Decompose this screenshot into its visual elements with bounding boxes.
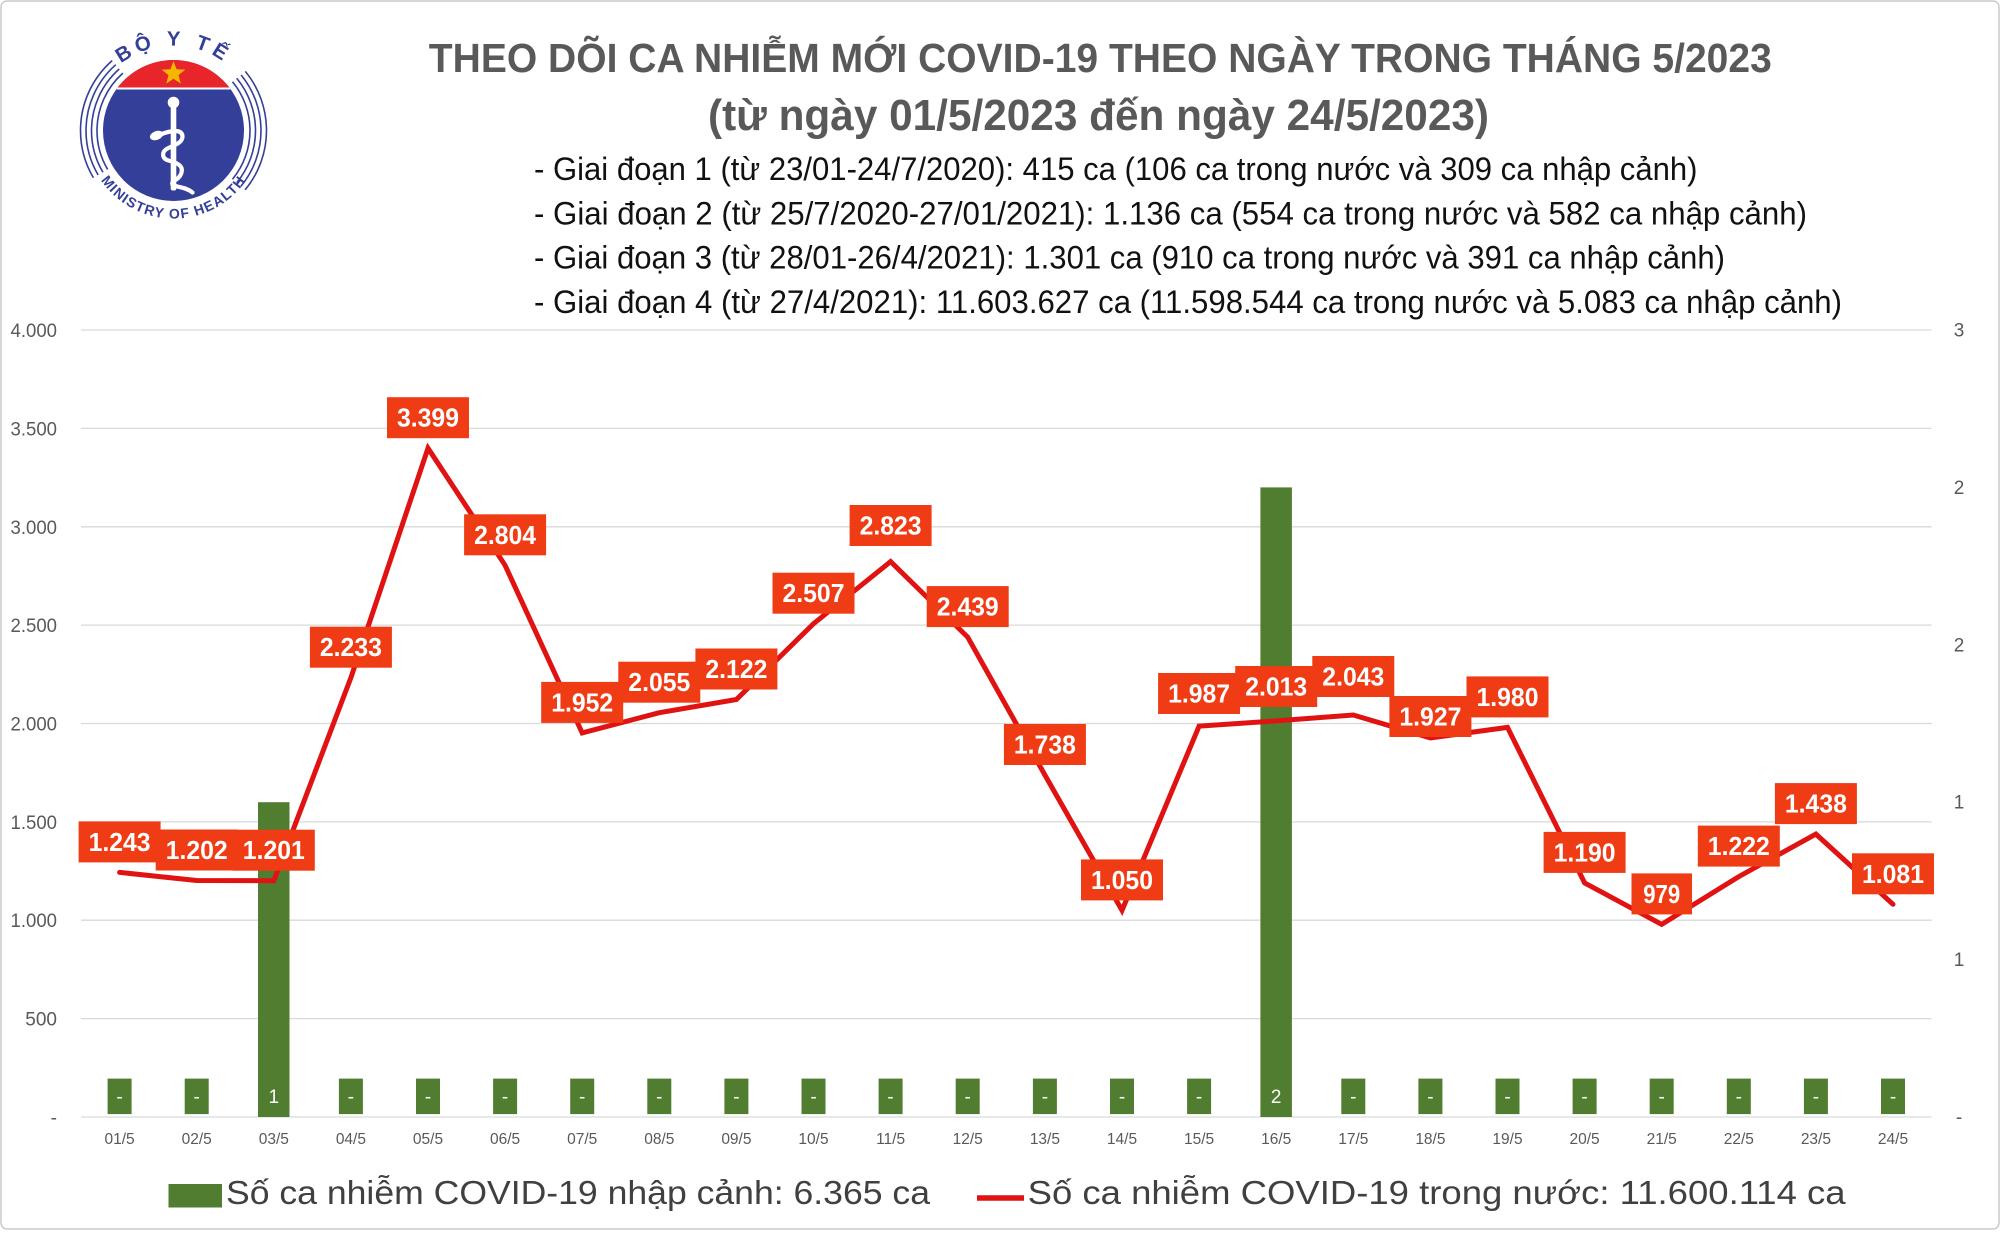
svg-text:3.000: 3.000 <box>11 518 58 539</box>
svg-text:2.055: 2.055 <box>628 667 690 697</box>
svg-text:3.500: 3.500 <box>11 419 58 440</box>
svg-text:05/5: 05/5 <box>413 1131 443 1148</box>
svg-text:11/5: 11/5 <box>876 1131 905 1148</box>
svg-text:-: - <box>1890 1087 1896 1108</box>
svg-text:500: 500 <box>25 1010 57 1031</box>
svg-text:4.000: 4.000 <box>11 321 58 342</box>
svg-text:24/5: 24/5 <box>1878 1131 1908 1148</box>
svg-text:1.738: 1.738 <box>1014 730 1076 760</box>
svg-text:-: - <box>1119 1087 1125 1108</box>
svg-text:1.243: 1.243 <box>89 827 151 857</box>
svg-text:-: - <box>1350 1087 1356 1108</box>
svg-text:-: - <box>733 1087 739 1108</box>
svg-text:2.013: 2.013 <box>1245 672 1307 702</box>
svg-text:-: - <box>1813 1087 1819 1108</box>
svg-text:-: - <box>1736 1087 1742 1108</box>
svg-text:2.500: 2.500 <box>11 616 58 637</box>
svg-text:-: - <box>1956 1108 1962 1129</box>
svg-text:-: - <box>810 1087 816 1108</box>
svg-text:10/5: 10/5 <box>798 1131 828 1148</box>
svg-text:1.000: 1.000 <box>11 911 58 932</box>
svg-text:1.927: 1.927 <box>1399 702 1461 732</box>
svg-text:-: - <box>887 1087 893 1108</box>
svg-text:2.823: 2.823 <box>860 511 922 541</box>
svg-text:-: - <box>1042 1087 1048 1108</box>
svg-text:1.987: 1.987 <box>1168 679 1230 709</box>
svg-text:3: 3 <box>1954 321 1965 342</box>
svg-text:-: - <box>194 1087 200 1108</box>
svg-text:22/5: 22/5 <box>1724 1131 1754 1148</box>
svg-text:Số ca nhiễm COVID-19 trong nướ: Số ca nhiễm COVID-19 trong nước: 11.600.… <box>1028 1174 1847 1211</box>
svg-text:20/5: 20/5 <box>1570 1131 1600 1148</box>
svg-text:08/5: 08/5 <box>644 1131 674 1148</box>
svg-text:1.190: 1.190 <box>1554 837 1616 867</box>
svg-text:19/5: 19/5 <box>1492 1131 1522 1148</box>
svg-text:-: - <box>348 1087 354 1108</box>
svg-text:1.201: 1.201 <box>243 835 305 865</box>
svg-text:- Giai đoạn 3 (từ 28/01-26/4/2: - Giai đoạn 3 (từ 28/01-26/4/2021): 1.30… <box>534 240 1725 276</box>
svg-text:16/5: 16/5 <box>1261 1131 1291 1148</box>
svg-text:1: 1 <box>1954 950 1965 971</box>
svg-text:-: - <box>116 1087 122 1108</box>
svg-text:12/5: 12/5 <box>953 1131 983 1148</box>
svg-text:1.050: 1.050 <box>1091 865 1153 895</box>
svg-text:2.439: 2.439 <box>937 592 999 622</box>
svg-text:15/5: 15/5 <box>1184 1131 1214 1148</box>
svg-text:3.399: 3.399 <box>397 403 459 433</box>
svg-text:1: 1 <box>269 1087 280 1108</box>
svg-text:1: 1 <box>1954 793 1965 814</box>
svg-text:-: - <box>1427 1087 1433 1108</box>
svg-text:14/5: 14/5 <box>1107 1131 1137 1148</box>
svg-text:2.122: 2.122 <box>705 654 767 684</box>
svg-text:1.980: 1.980 <box>1477 682 1539 712</box>
svg-text:2.233: 2.233 <box>320 632 382 662</box>
svg-text:02/5: 02/5 <box>182 1131 212 1148</box>
svg-text:1.222: 1.222 <box>1708 831 1770 861</box>
svg-text:2.043: 2.043 <box>1322 662 1384 692</box>
svg-text:1.438: 1.438 <box>1785 789 1847 819</box>
svg-text:979: 979 <box>1643 879 1680 909</box>
svg-text:-: - <box>1196 1087 1202 1108</box>
svg-text:23/5: 23/5 <box>1801 1131 1831 1148</box>
svg-text:1.202: 1.202 <box>166 835 228 865</box>
svg-text:2.000: 2.000 <box>11 715 58 736</box>
svg-text:2: 2 <box>1954 635 1965 656</box>
svg-text:06/5: 06/5 <box>490 1131 520 1148</box>
svg-text:-: - <box>1581 1087 1587 1108</box>
svg-text:-: - <box>656 1087 662 1108</box>
svg-text:09/5: 09/5 <box>721 1131 751 1148</box>
svg-text:- Giai đoạn 4 (từ 27/4/2021):: - Giai đoạn 4 (từ 27/4/2021): 11.603.627… <box>534 284 1842 320</box>
svg-text:04/5: 04/5 <box>336 1131 366 1148</box>
svg-text:-: - <box>425 1087 431 1108</box>
svg-text:-: - <box>965 1087 971 1108</box>
svg-text:2: 2 <box>1271 1087 1282 1108</box>
svg-text:2: 2 <box>1954 478 1965 499</box>
svg-text:1.500: 1.500 <box>11 813 58 834</box>
svg-text:1.081: 1.081 <box>1862 859 1924 889</box>
svg-text:- Giai đoạn 1 (từ 23/01-24/7/2: - Giai đoạn 1 (từ 23/01-24/7/2020): 415 … <box>534 151 1698 187</box>
svg-text:2.804: 2.804 <box>474 520 537 550</box>
svg-text:-: - <box>51 1108 57 1129</box>
svg-text:-: - <box>502 1087 508 1108</box>
svg-text:Số ca nhiễm COVID-19 nhập cảnh: Số ca nhiễm COVID-19 nhập cảnh: 6.365 ca <box>226 1174 931 1211</box>
svg-text:-: - <box>1504 1087 1510 1108</box>
svg-text:17/5: 17/5 <box>1338 1131 1368 1148</box>
svg-text:(từ ngày 01/5/2023 đến ngày 24: (từ ngày 01/5/2023 đến ngày 24/5/2023) <box>708 91 1489 140</box>
svg-text:- Giai đoạn 2 (từ 25/7/2020-27: - Giai đoạn 2 (từ 25/7/2020-27/01/2021):… <box>534 195 1807 231</box>
svg-text:-: - <box>579 1087 585 1108</box>
svg-text:03/5: 03/5 <box>259 1131 289 1148</box>
svg-text:2.507: 2.507 <box>783 578 845 608</box>
svg-text:21/5: 21/5 <box>1647 1131 1677 1148</box>
svg-text:07/5: 07/5 <box>567 1131 597 1148</box>
svg-text:18/5: 18/5 <box>1415 1131 1445 1148</box>
svg-text:THEO DÕI CA NHIỄM MỚI COVID-19: THEO DÕI CA NHIỄM MỚI COVID-19 THEO NGÀY… <box>429 35 1772 81</box>
svg-text:13/5: 13/5 <box>1030 1131 1060 1148</box>
svg-text:-: - <box>1659 1087 1665 1108</box>
svg-text:1.952: 1.952 <box>551 687 613 717</box>
svg-text:01/5: 01/5 <box>105 1131 135 1148</box>
